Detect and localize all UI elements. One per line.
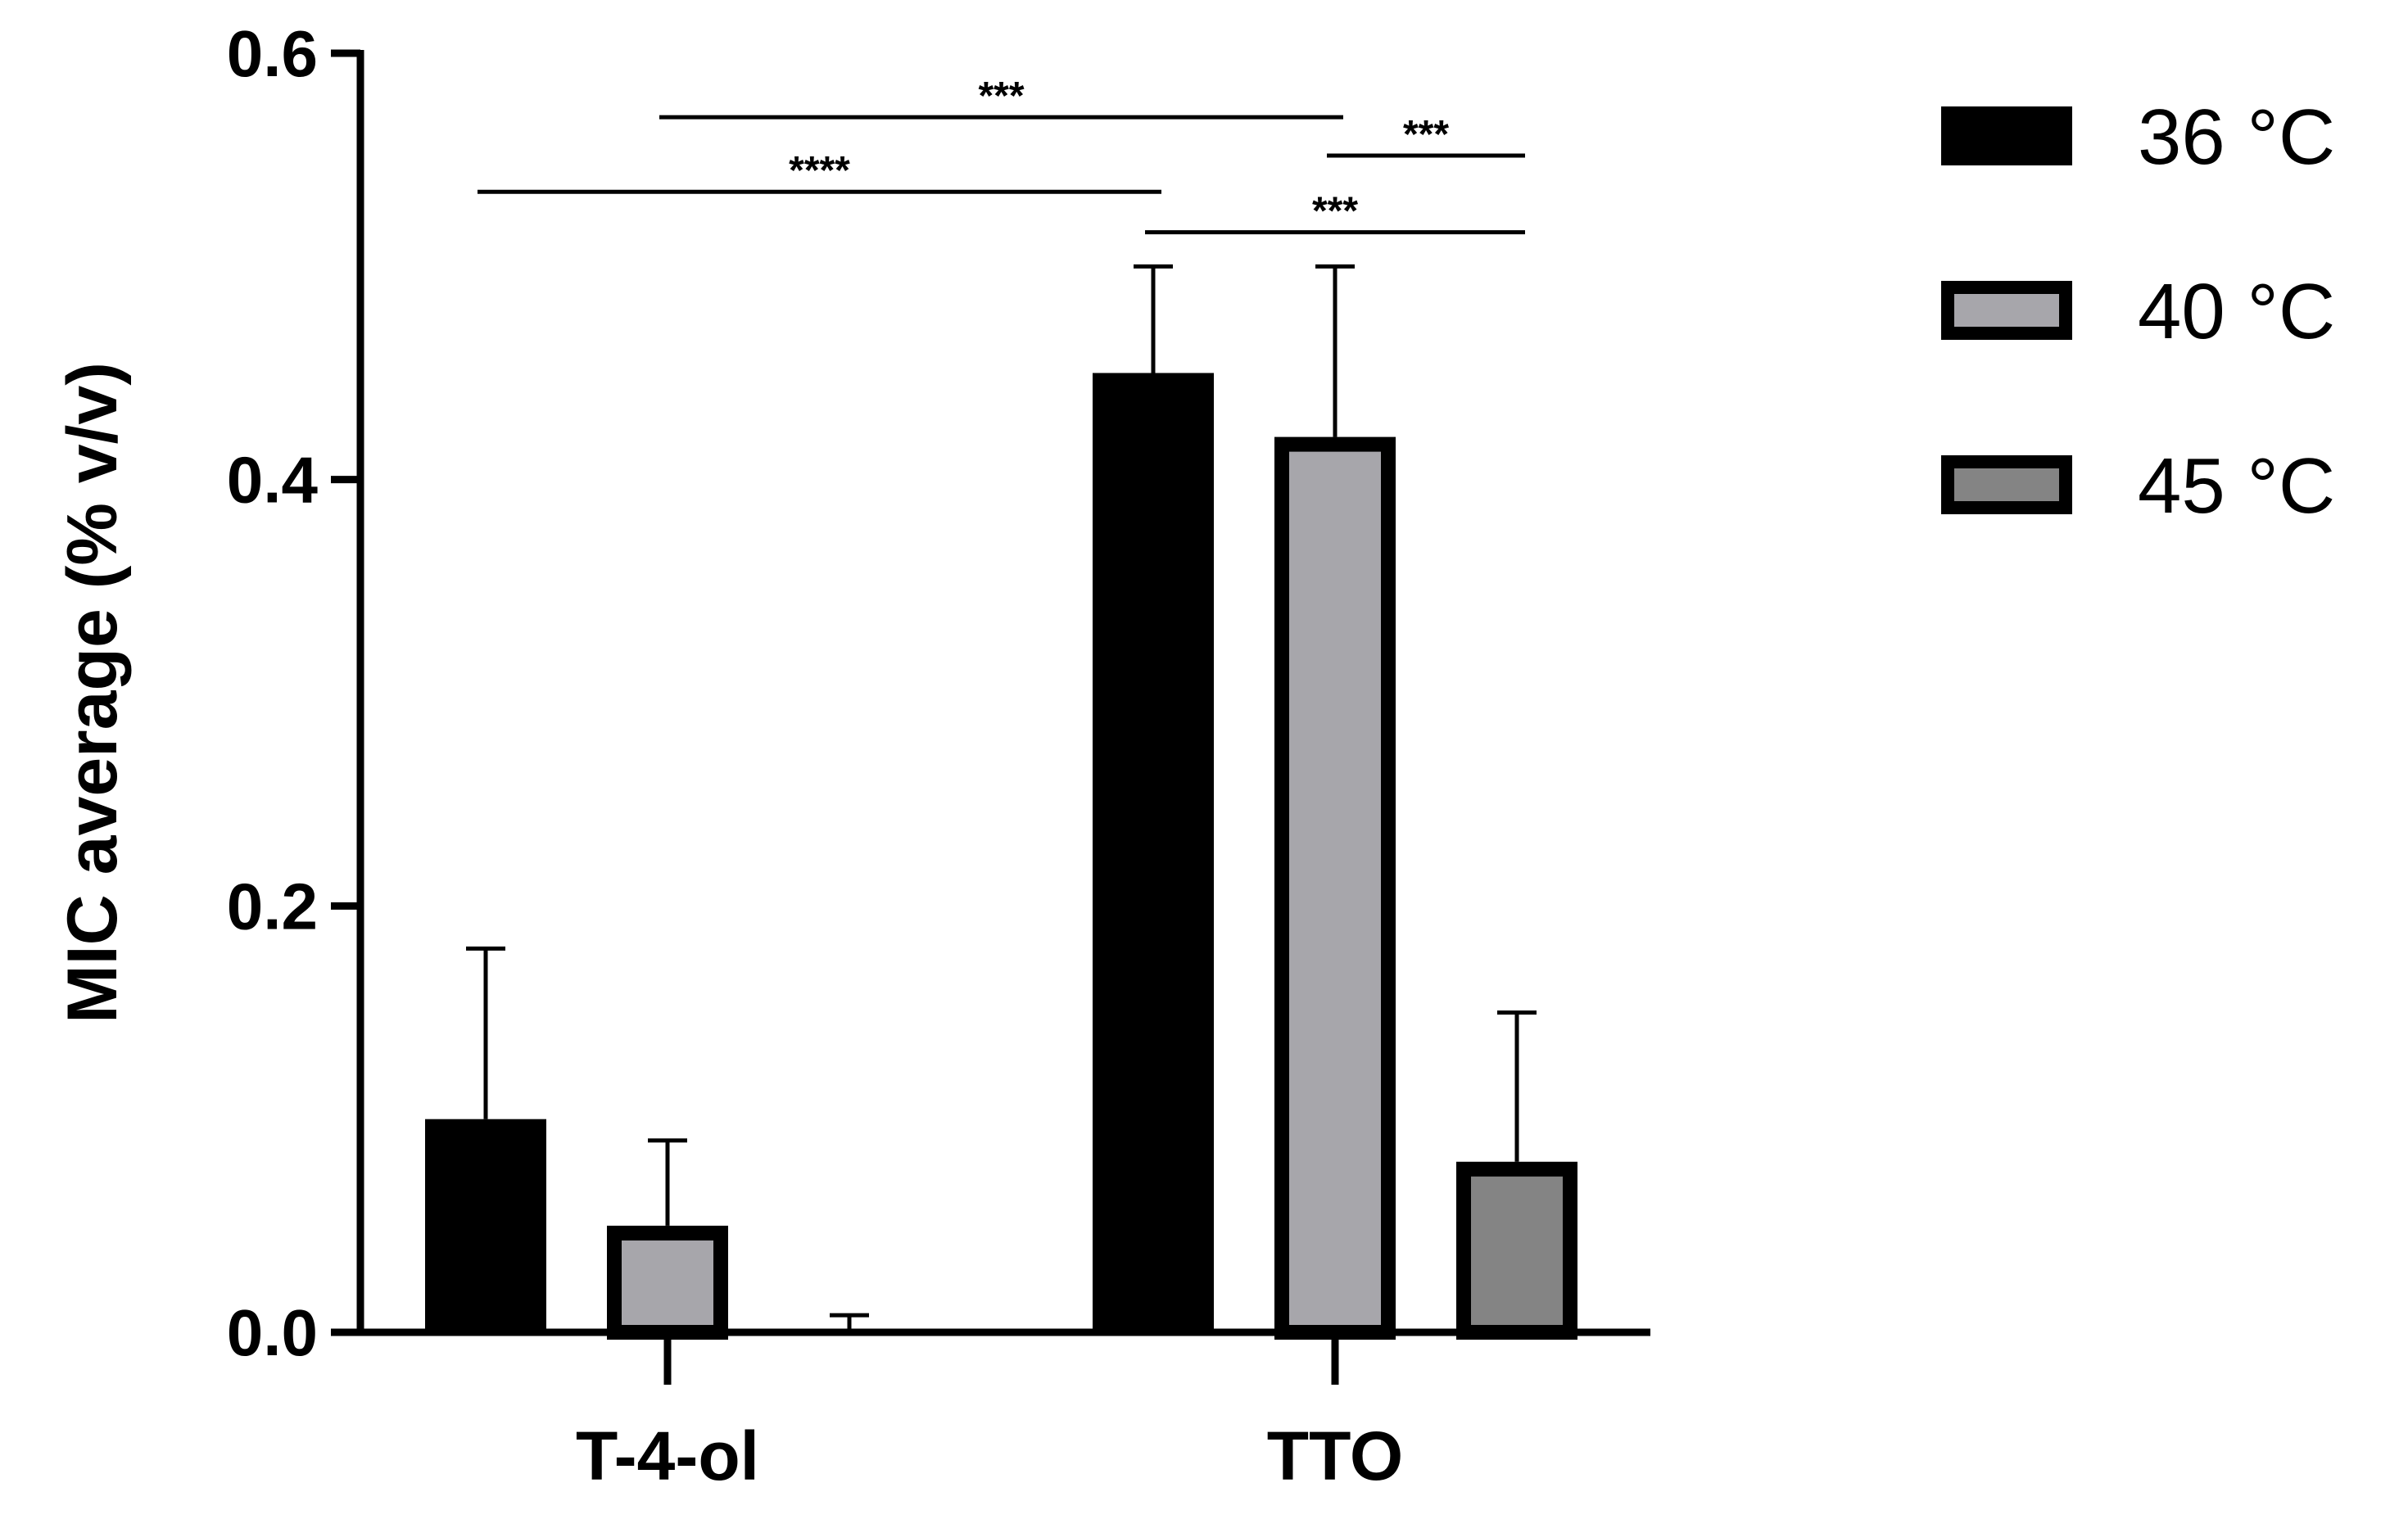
bar [425, 1119, 546, 1332]
bar [607, 1225, 728, 1340]
significance-label: *** [978, 75, 1024, 118]
y-tick-label: 0.2 [227, 870, 318, 943]
x-tick-label: TTO [1267, 1417, 1403, 1494]
bar [1093, 373, 1214, 1332]
significance-label: **** [789, 149, 850, 192]
legend-swatch [1941, 455, 2072, 514]
legend-swatch [1941, 106, 2072, 165]
significance-layer: ************* [478, 75, 1525, 235]
legend: 36 °C 40 °C 45 °C [1941, 93, 2335, 530]
legend-swatch [1941, 281, 2072, 340]
y-axis-title: MIC average (% v/v) [53, 362, 132, 1024]
bar [1456, 1161, 1577, 1340]
y-tick-label: 0.4 [227, 444, 319, 517]
bars-layer [425, 264, 1577, 1340]
x-tick-label: T-4-ol [576, 1417, 759, 1494]
legend-label: 40 °C [2138, 268, 2335, 355]
legend-label: 36 °C [2138, 93, 2335, 181]
significance-label: *** [1312, 190, 1358, 233]
bar [1274, 436, 1396, 1340]
legend-label: 45 °C [2138, 442, 2335, 530]
axes-layer: 0.0 0.2 0.4 0.6 T-4-ol TTO [227, 17, 1650, 1494]
y-tick-label: 0.6 [227, 17, 318, 90]
significance-label: *** [1403, 113, 1449, 156]
y-tick-label: 0.0 [227, 1296, 318, 1369]
